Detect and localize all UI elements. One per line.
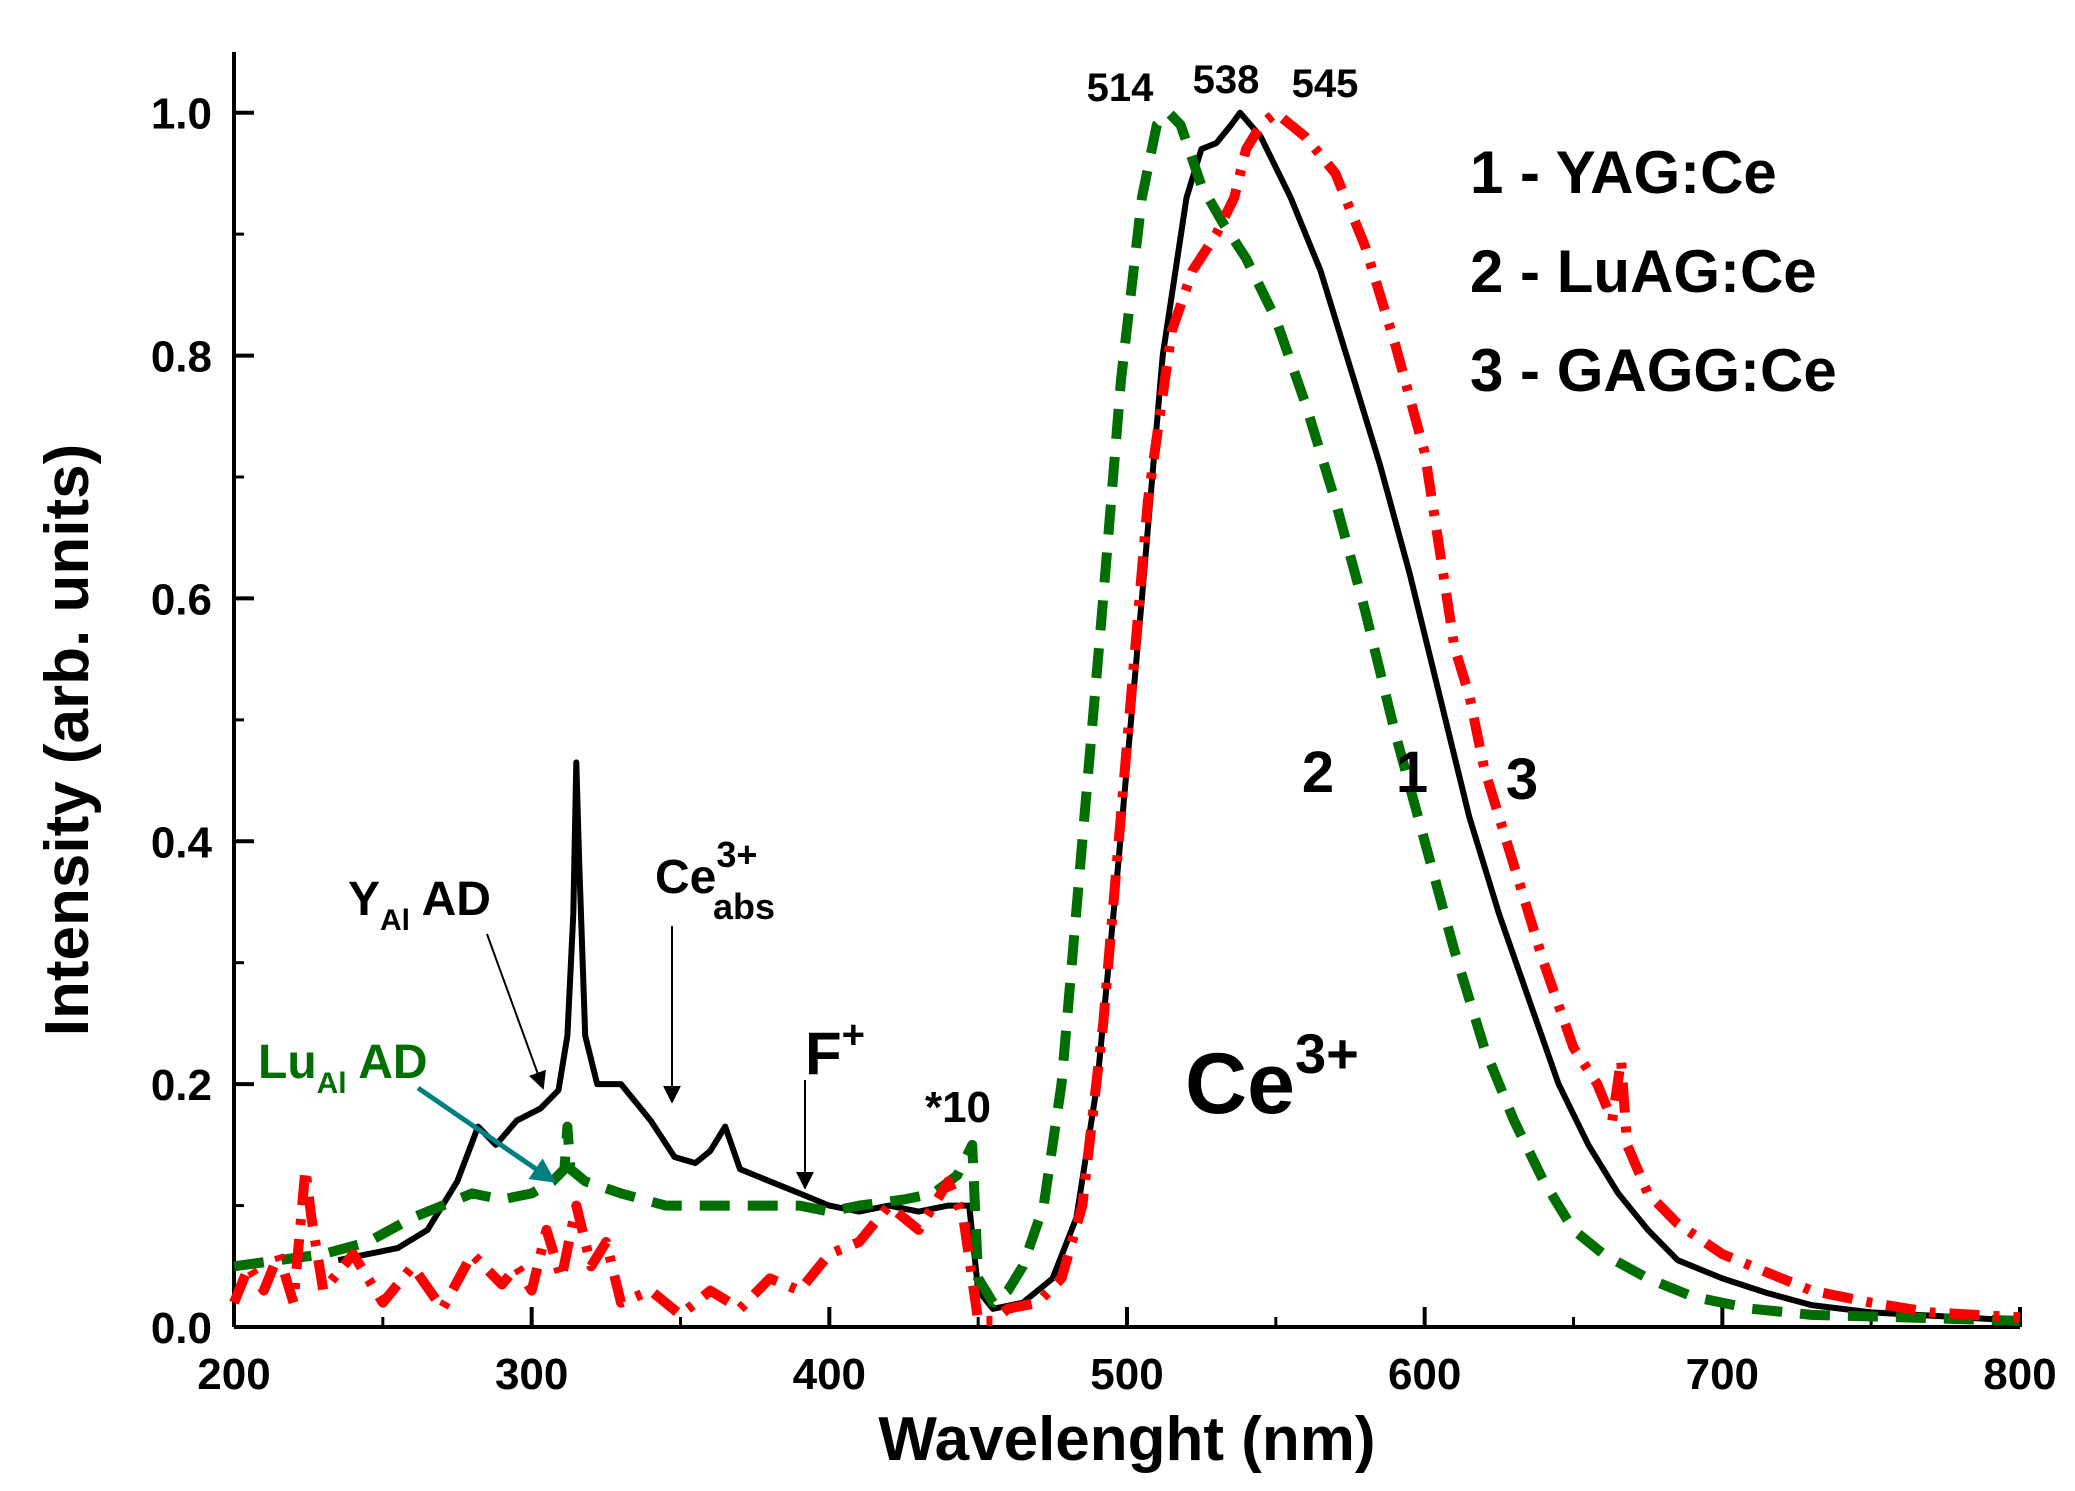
series-line-3 (229, 107, 2021, 1326)
y-tick-label: 0.4 (151, 818, 213, 867)
lual-ad-rest: AD (347, 1036, 428, 1089)
yal-ad-rest: AD (410, 873, 491, 926)
fplus-label: F+ (805, 1013, 865, 1087)
x-tick-label: 700 (1686, 1350, 1759, 1399)
yal-ad-main: Y (348, 873, 380, 926)
x-tick-label: 400 (793, 1350, 866, 1399)
y-tick-label: 0.6 (151, 575, 212, 624)
curve-label-1: 1 (1396, 740, 1428, 805)
yal-ad-sub: Al (380, 904, 410, 937)
curve-label-2: 2 (1302, 740, 1334, 805)
series-line-2 (233, 107, 2021, 1326)
x-tick-label: 800 (1983, 1350, 2056, 1399)
legend-entry-3: 3 - GAGG:Ce (1470, 337, 1837, 404)
x-tick-label: 200 (197, 1350, 270, 1399)
lual-ad-main: Lu (258, 1036, 317, 1089)
scale-factor-label: *10 (925, 1083, 991, 1132)
ce-abs-main: Ce (655, 851, 716, 904)
y-tick-label: 0.8 (151, 333, 212, 382)
peak-label-545: 545 (1292, 62, 1359, 106)
series-layer (229, 107, 2021, 1326)
fplus-main: F (805, 1020, 842, 1087)
x-ticks: 200 300 400 500 600 700 800 (197, 1307, 2057, 1399)
peak-label-514: 514 (1087, 66, 1154, 110)
x-tick-label: 500 (1090, 1350, 1163, 1399)
y-tick-label: 0.2 (151, 1061, 212, 1110)
curve-label-3: 3 (1506, 747, 1538, 812)
lual-ad-arrow (416, 1085, 557, 1183)
x-axis-title: Wavelenght (nm) (878, 1405, 1375, 1474)
ce-abs-sub: abs (713, 886, 775, 927)
y-axis-title: Intensity (arb. units) (33, 444, 102, 1036)
y-ticks: 0.0 0.2 0.4 0.6 0.8 1.0 (151, 90, 254, 1353)
y-tick-label: 1.0 (151, 90, 212, 139)
yal-ad-arrow (486, 933, 546, 1090)
yal-ad-label: YAl AD (348, 873, 491, 937)
x-tick-label: 300 (495, 1350, 568, 1399)
ce-emission-sup: 3+ (1295, 1022, 1359, 1085)
legend-entry-2: 2 - LuAG:Ce (1470, 238, 1817, 305)
ce-emission-label: Ce3+ (1185, 1022, 1359, 1132)
ce-emission-main: Ce (1185, 1036, 1295, 1132)
fplus-sup: + (842, 1013, 865, 1057)
legend-entry-1: 1 - YAG:Ce (1470, 139, 1777, 206)
x-tick-label: 600 (1388, 1350, 1461, 1399)
legend: 1 - YAG:Ce 2 - LuAG:Ce 3 - GAGG:Ce (1470, 139, 1837, 404)
lual-ad-label: LuAl AD (258, 1036, 428, 1100)
ce-abs-sup: 3+ (716, 834, 757, 875)
ce-abs-label: Ce3+ abs (655, 834, 775, 927)
lual-ad-sub: Al (317, 1067, 347, 1100)
peak-label-538: 538 (1193, 58, 1260, 102)
y-tick-label: 0.0 (151, 1304, 212, 1353)
